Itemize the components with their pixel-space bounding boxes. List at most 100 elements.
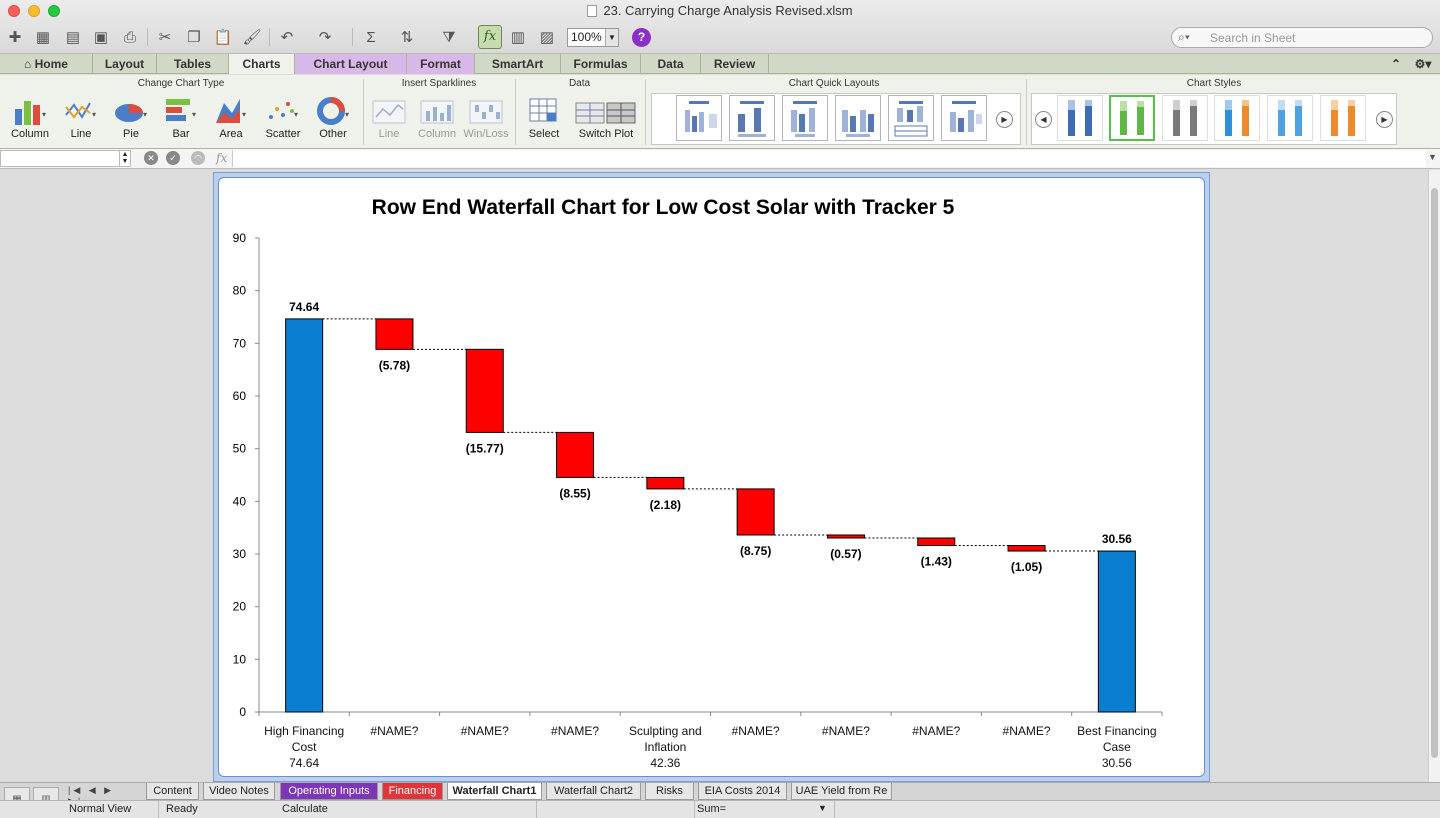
sheet-tab-waterfall-chart2[interactable]: Waterfall Chart2 [546,783,641,800]
collapse-ribbon-icon[interactable]: ⌃ [1390,57,1402,71]
chart-style-2[interactable] [1109,95,1155,141]
chart-type-scatter-button[interactable]: ▾ Scatter [258,93,308,140]
name-box[interactable]: ▲ ▼ [0,150,131,167]
formula-builder-button[interactable]: fx [478,25,502,49]
y-tick-label: 80 [233,284,247,298]
templates-icon[interactable]: ▦ [35,29,51,46]
filter-icon[interactable]: ⧩ [442,28,456,46]
tab-charts[interactable]: Charts [229,54,295,74]
autosum-icon[interactable]: Σ [366,28,376,46]
sheet-tab-financing[interactable]: Financing [382,783,443,800]
scrollbar-thumb[interactable] [1431,188,1438,758]
chart-type-column-button[interactable]: ▾ Column [8,93,52,140]
total-bar [285,318,324,713]
tab-smartart[interactable]: SmartArt [475,54,561,74]
fx-label: fx [216,151,228,165]
chart-type-area-button[interactable]: ▾ Area [208,93,254,140]
tab-layout[interactable]: Layout [93,54,157,74]
formula-bar: ▲ ▼ ✕ ✓ ◠ fx ▼ [0,149,1440,169]
help-button[interactable]: ? [632,28,651,47]
next-styles-icon[interactable]: ▶ [1376,111,1393,128]
sparkline-winloss-button[interactable]: Win/Loss [462,93,510,140]
switch-plot-button[interactable]: Switch Plot [572,93,640,140]
x-category-label: #NAME? [732,724,780,738]
chart-style-6[interactable] [1320,95,1366,141]
chart-style-3[interactable] [1162,95,1208,141]
chart-area[interactable]: Row End Waterfall Chart for Low Cost Sol… [218,177,1205,777]
new-workbook-icon[interactable]: ✚ [8,29,22,46]
tab-data[interactable]: Data [641,54,701,74]
open-icon[interactable]: ▤ [65,29,81,46]
maximize-window-button[interactable] [48,5,60,17]
sparkline-line-button[interactable]: Line [368,93,410,140]
sheet-tab-risks[interactable]: Risks [645,783,694,800]
sheet-tab-operating-inputs[interactable]: Operating Inputs [280,783,378,800]
copy-icon[interactable]: ❐ [187,29,201,46]
quick-layout-1[interactable] [676,95,722,141]
area-chart-icon: ▾ [214,93,248,125]
tab-tables[interactable]: Tables [157,54,229,74]
quick-layout-2[interactable] [729,95,775,141]
paste-icon[interactable]: 📋 [213,29,233,46]
y-tick-label: 40 [233,494,247,508]
chevron-down-icon[interactable]: ▼ [1428,152,1437,162]
sheet-tab-eia-costs-2014[interactable]: EIA Costs 2014 [698,783,787,800]
data-label: (5.78) [379,358,410,372]
sheet-tab-content[interactable]: Content [146,783,199,800]
sort-icon[interactable]: ⇅ [400,29,414,46]
sheet-navigation-arrows[interactable]: |◀ ◀ ▶ ▶| [68,785,115,806]
format-painter-icon[interactable]: 🖌 [242,29,262,46]
status-sum[interactable]: Sum= [697,803,727,815]
sparkline-winloss-label: Win/Loss [463,128,509,140]
x-category-label: Case [1103,740,1131,754]
group-title-data: Data [568,78,591,89]
redo-icon[interactable]: ↷ [318,29,332,46]
chart-type-bar-button[interactable]: ▾ Bar [158,93,204,140]
tab-chart-layout[interactable]: Chart Layout [295,54,407,74]
chart-type-other-button[interactable]: ▾ Other [310,93,356,140]
chart-type-line-button[interactable]: ▾ Line [58,93,104,140]
formula-input[interactable] [232,150,1426,167]
chart-style-5[interactable] [1267,95,1313,141]
quick-layout-5[interactable] [888,95,934,141]
sheet-tab-uae-yield[interactable]: UAE Yield from Re [791,783,892,800]
sheet-tab-waterfall-chart1[interactable]: Waterfall Chart1 [447,783,542,800]
save-icon[interactable]: ▣ [93,29,109,46]
confirm-formula-icon[interactable]: ✓ [166,151,180,165]
quick-layout-4[interactable] [835,95,881,141]
chart-style-4[interactable] [1214,95,1260,141]
cut-icon[interactable]: ✂ [158,29,172,46]
undo-icon[interactable]: ↶ [280,29,294,46]
chart-object[interactable]: Row End Waterfall Chart for Low Cost Sol… [213,172,1210,782]
tab-review[interactable]: Review [701,54,769,74]
status-calculate: Calculate [282,803,328,815]
select-data-button[interactable]: Select [522,93,566,140]
insert-function-icon[interactable]: ◠ [191,151,205,165]
name-box-stepper[interactable]: ▲ ▼ [119,151,130,166]
cancel-formula-icon[interactable]: ✕ [144,151,158,165]
tab-formulas[interactable]: Formulas [561,54,641,74]
media-browser-icon[interactable]: ▨ [539,29,555,46]
quick-layout-6[interactable] [941,95,987,141]
tab-format[interactable]: Format [407,54,475,74]
x-category-label: #NAME? [370,724,418,738]
x-category-label: #NAME? [461,724,509,738]
print-icon[interactable]: ⎙ [123,28,136,46]
vertical-scrollbar[interactable] [1428,170,1440,782]
previous-styles-icon[interactable]: ◀ [1035,111,1052,128]
waterfall-chart: Row End Waterfall Chart for Low Cost Sol… [233,196,1163,770]
chart-type-pie-button[interactable]: ▾ Pie [108,93,154,140]
close-window-button[interactable] [8,5,20,17]
chevron-down-icon[interactable]: ▼ [818,803,827,813]
search-sheet-input[interactable]: ⌕▾ Search in Sheet [1171,27,1433,48]
sheet-tab-video-notes[interactable]: Video Notes [203,783,275,800]
show-toolbox-icon[interactable]: ▥ [510,29,526,46]
zoom-select[interactable]: 100% ▼ [567,28,619,47]
minimize-window-button[interactable] [28,5,40,17]
sparkline-column-button[interactable]: Column [414,93,460,140]
next-layouts-icon[interactable]: ▶ [996,111,1013,128]
chart-style-1[interactable] [1057,95,1103,141]
tab-home[interactable]: ⌂ Home [0,54,93,74]
quick-layout-3[interactable] [782,95,828,141]
gear-icon[interactable]: ⚙▾ [1414,57,1432,71]
